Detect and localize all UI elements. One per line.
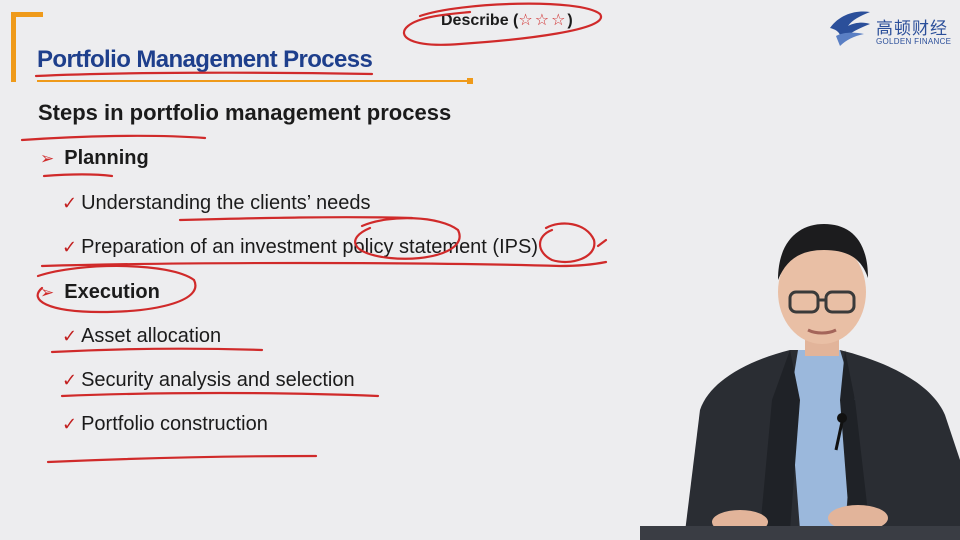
list-item: ✓ Security analysis and selection (62, 369, 355, 392)
list-item-text: Understanding the clients’ needs (81, 192, 371, 214)
logo-english-text: GOLDEN FINANCE (876, 37, 952, 46)
list-item: ✓ Understanding the clients’ needs (62, 192, 371, 215)
list-item-text: Preparation of an investment policy stat… (81, 236, 538, 258)
ink-tick-ips (596, 238, 608, 248)
describe-text: Describe ( (441, 12, 519, 29)
check-icon: ✓ (62, 326, 78, 346)
ink-underline-ips (40, 260, 608, 268)
steps-heading: Steps in portfolio management process (38, 100, 452, 125)
check-icon: ✓ (62, 193, 78, 213)
arrow-bullet-icon: ➢ (40, 282, 55, 302)
check-icon: ✓ (62, 370, 78, 390)
arrow-bullet-icon: ➢ (40, 148, 55, 168)
ink-underline-heading (20, 134, 207, 142)
presenter-video (640, 224, 960, 540)
star-rating-icon: ☆☆☆ (518, 12, 568, 29)
eagle-logo-icon (830, 11, 870, 46)
ink-underline-construction (46, 454, 318, 464)
list-item-text: Security analysis and selection (81, 369, 355, 391)
list-item-text: Portfolio construction (81, 413, 268, 435)
golden-finance-logo: 高顿财经 GOLDEN FINANCE (826, 6, 960, 50)
describe-label: Describe (☆☆☆) (441, 10, 573, 30)
section-execution: ➢ Execution (40, 281, 160, 304)
list-item: ✓ Portfolio construction (62, 413, 268, 436)
corner-bracket (11, 12, 43, 82)
slide-title: Portfolio Management Process (37, 46, 373, 73)
logo-chinese-text: 高顿财经 (876, 19, 948, 39)
check-icon: ✓ (62, 237, 78, 257)
list-item: ✓ Preparation of an investment policy st… (62, 236, 538, 259)
list-item-text: Asset allocation (81, 325, 222, 347)
ink-underline-planning (42, 173, 114, 178)
section-label: Execution (64, 281, 160, 303)
describe-close: ) (567, 12, 573, 29)
ink-circle-ips (538, 222, 596, 264)
section-label: Planning (64, 147, 149, 169)
list-item: ✓ Asset allocation (62, 325, 221, 348)
section-planning: ➢ Planning (40, 147, 149, 170)
check-icon: ✓ (62, 414, 78, 434)
title-rule-end-dot (467, 78, 473, 84)
ink-underline-asset (50, 347, 264, 354)
ink-underline-needs (178, 216, 414, 222)
ink-underline-security (60, 391, 380, 398)
title-underline-rule (37, 80, 471, 82)
